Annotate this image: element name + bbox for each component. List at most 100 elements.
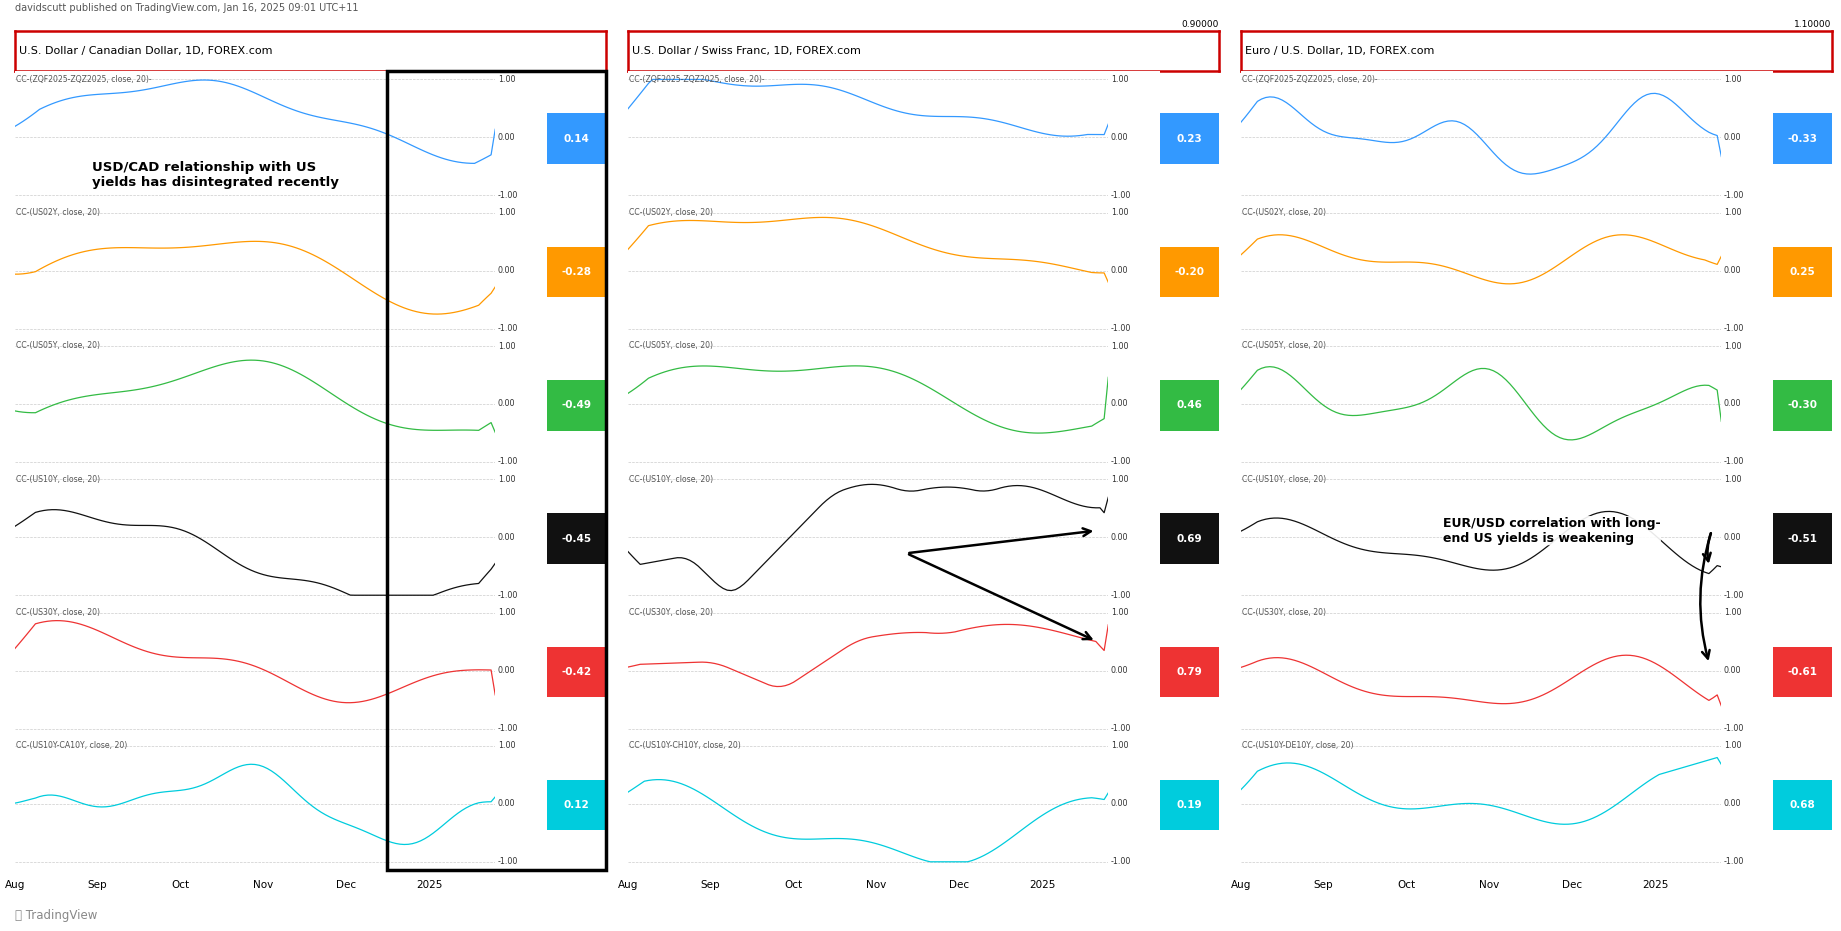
Text: 0.79: 0.79 — [1176, 667, 1202, 677]
Text: 0.00: 0.00 — [1110, 666, 1129, 675]
Text: 0.00: 0.00 — [497, 666, 515, 675]
Text: -0.42: -0.42 — [562, 667, 591, 677]
Text: -0.45: -0.45 — [562, 533, 591, 544]
Text: -1.00: -1.00 — [1723, 457, 1743, 466]
Text: 1.00: 1.00 — [497, 342, 515, 351]
Text: 1.00: 1.00 — [1723, 741, 1742, 750]
Text: 0.00: 0.00 — [1723, 133, 1742, 142]
Text: -1.00: -1.00 — [1110, 324, 1130, 333]
Text: CC-(US10Y, close, 20): CC-(US10Y, close, 20) — [17, 475, 99, 483]
Text: CC-(ZQF2025-ZQZ2025, close, 20)-: CC-(ZQF2025-ZQZ2025, close, 20)- — [1243, 74, 1377, 84]
Text: 1.00: 1.00 — [1723, 342, 1742, 351]
Text: 0.00: 0.00 — [1110, 399, 1129, 409]
Text: EUR/USD correlation with long-
end US yields is weakening: EUR/USD correlation with long- end US yi… — [1443, 517, 1661, 545]
Text: CC-(US30Y, close, 20): CC-(US30Y, close, 20) — [17, 608, 99, 617]
Text: 0.00: 0.00 — [1723, 266, 1742, 276]
Text: CC-(US10Y-DE10Y, close, 20): CC-(US10Y-DE10Y, close, 20) — [1243, 741, 1353, 750]
Text: -1.00: -1.00 — [1723, 191, 1743, 200]
Text: 1.00: 1.00 — [497, 608, 515, 617]
Text: -0.28: -0.28 — [562, 267, 591, 277]
Text: CC-(US02Y, close, 20): CC-(US02Y, close, 20) — [17, 208, 99, 217]
Text: -1.00: -1.00 — [1110, 457, 1130, 466]
Text: 1.00: 1.00 — [497, 209, 515, 217]
Text: 0.69: 0.69 — [1176, 533, 1202, 544]
Text: 0.68: 0.68 — [1789, 800, 1815, 810]
Text: CC-(US05Y, close, 20): CC-(US05Y, close, 20) — [630, 342, 712, 350]
Text: 0.00: 0.00 — [497, 133, 515, 142]
Text: -1.00: -1.00 — [1110, 857, 1130, 866]
Text: U.S. Dollar / Swiss Franc, 1D, FOREX.com: U.S. Dollar / Swiss Franc, 1D, FOREX.com — [631, 46, 862, 56]
Text: 0.00: 0.00 — [497, 266, 515, 276]
Text: -1.00: -1.00 — [1723, 324, 1743, 333]
Text: 0.00: 0.00 — [497, 399, 515, 409]
Text: 1.10000: 1.10000 — [1795, 20, 1832, 29]
Text: 1.00: 1.00 — [1110, 608, 1129, 617]
Text: -0.51: -0.51 — [1788, 533, 1817, 544]
Text: -1.00: -1.00 — [497, 724, 517, 733]
Text: CC-(US10Y-CA10Y, close, 20): CC-(US10Y-CA10Y, close, 20) — [17, 741, 127, 750]
Text: 0.90000: 0.90000 — [1182, 20, 1219, 29]
Text: CC-(US10Y-CH10Y, close, 20): CC-(US10Y-CH10Y, close, 20) — [630, 741, 740, 750]
Text: -1.00: -1.00 — [1110, 191, 1130, 200]
Text: -1.00: -1.00 — [1723, 590, 1743, 600]
Text: 0.14: 0.14 — [563, 134, 589, 143]
Text: -0.61: -0.61 — [1788, 667, 1817, 677]
Text: -0.49: -0.49 — [562, 400, 591, 411]
Text: 0.46: 0.46 — [1176, 400, 1202, 411]
Text: 1.00: 1.00 — [497, 475, 515, 484]
Text: 0.00: 0.00 — [1110, 800, 1129, 808]
Text: 0.00: 0.00 — [1110, 266, 1129, 276]
Text: The relationship between USD/CHF and long-end
US yields has been weakening over : The relationship between USD/CHF and lon… — [637, 539, 998, 567]
Text: 📈 TradingView: 📈 TradingView — [15, 909, 98, 922]
Text: davidscutt published on TradingView.com, Jan 16, 2025 09:01 UTC+11: davidscutt published on TradingView.com,… — [15, 3, 359, 13]
Text: 1.00: 1.00 — [1723, 209, 1742, 217]
Text: 1.00: 1.00 — [497, 75, 515, 84]
Text: 0.00: 0.00 — [1723, 666, 1742, 675]
Text: 0.00: 0.00 — [1110, 533, 1129, 542]
Text: 0.00: 0.00 — [1723, 399, 1742, 409]
Text: CC-(US02Y, close, 20): CC-(US02Y, close, 20) — [630, 208, 712, 217]
Text: CC-(US02Y, close, 20): CC-(US02Y, close, 20) — [1243, 208, 1326, 217]
Text: 1.00: 1.00 — [1723, 475, 1742, 484]
Text: 1.00: 1.00 — [1110, 342, 1129, 351]
Text: -1.00: -1.00 — [1723, 724, 1743, 733]
Text: CC-(US05Y, close, 20): CC-(US05Y, close, 20) — [1243, 342, 1326, 350]
Text: 1.00: 1.00 — [1110, 75, 1129, 84]
Text: CC-(US05Y, close, 20): CC-(US05Y, close, 20) — [17, 342, 99, 350]
Text: 1.00: 1.00 — [1110, 209, 1129, 217]
Text: CC-(ZQF2025-ZQZ2025, close, 20)-: CC-(ZQF2025-ZQZ2025, close, 20)- — [630, 74, 764, 84]
Text: CC-(US10Y, close, 20): CC-(US10Y, close, 20) — [630, 475, 712, 483]
Text: 0.00: 0.00 — [1723, 533, 1742, 542]
Text: -1.00: -1.00 — [497, 590, 517, 600]
Text: 1.00: 1.00 — [497, 741, 515, 750]
Text: CC-(ZQF2025-ZQZ2025, close, 20)-: CC-(ZQF2025-ZQZ2025, close, 20)- — [17, 74, 151, 84]
Text: 0.00: 0.00 — [497, 533, 515, 542]
Text: -1.00: -1.00 — [497, 191, 517, 200]
Text: -0.30: -0.30 — [1788, 400, 1817, 411]
Text: 0.12: 0.12 — [563, 800, 589, 810]
Text: 0.25: 0.25 — [1789, 267, 1815, 277]
Text: CC-(US30Y, close, 20): CC-(US30Y, close, 20) — [630, 608, 712, 617]
Text: Euro / U.S. Dollar, 1D, FOREX.com: Euro / U.S. Dollar, 1D, FOREX.com — [1245, 46, 1434, 56]
Text: 0.00: 0.00 — [1723, 800, 1742, 808]
Text: CC-(US10Y, close, 20): CC-(US10Y, close, 20) — [1243, 475, 1326, 483]
Text: -1.00: -1.00 — [1110, 590, 1130, 600]
Text: 1.00: 1.00 — [1723, 75, 1742, 84]
Text: 0.19: 0.19 — [1176, 800, 1202, 810]
Text: -0.33: -0.33 — [1788, 134, 1817, 143]
Text: -1.00: -1.00 — [497, 324, 517, 333]
Text: 1.00: 1.00 — [1110, 475, 1129, 484]
Text: -1.00: -1.00 — [1723, 857, 1743, 866]
Text: 0.00: 0.00 — [1110, 133, 1129, 142]
Text: CC-(US30Y, close, 20): CC-(US30Y, close, 20) — [1243, 608, 1326, 617]
Text: 1.00: 1.00 — [1723, 608, 1742, 617]
Text: 0.00: 0.00 — [497, 800, 515, 808]
Text: -1.00: -1.00 — [497, 857, 517, 866]
Text: 1.00: 1.00 — [1110, 741, 1129, 750]
Text: U.S. Dollar / Canadian Dollar, 1D, FOREX.com: U.S. Dollar / Canadian Dollar, 1D, FOREX… — [18, 46, 272, 56]
Text: USD/CAD relationship with US
yields has disintegrated recently: USD/CAD relationship with US yields has … — [92, 161, 339, 189]
Text: -1.00: -1.00 — [497, 457, 517, 466]
Text: -1.00: -1.00 — [1110, 724, 1130, 733]
Text: -0.20: -0.20 — [1175, 267, 1204, 277]
Text: 0.23: 0.23 — [1176, 134, 1202, 143]
